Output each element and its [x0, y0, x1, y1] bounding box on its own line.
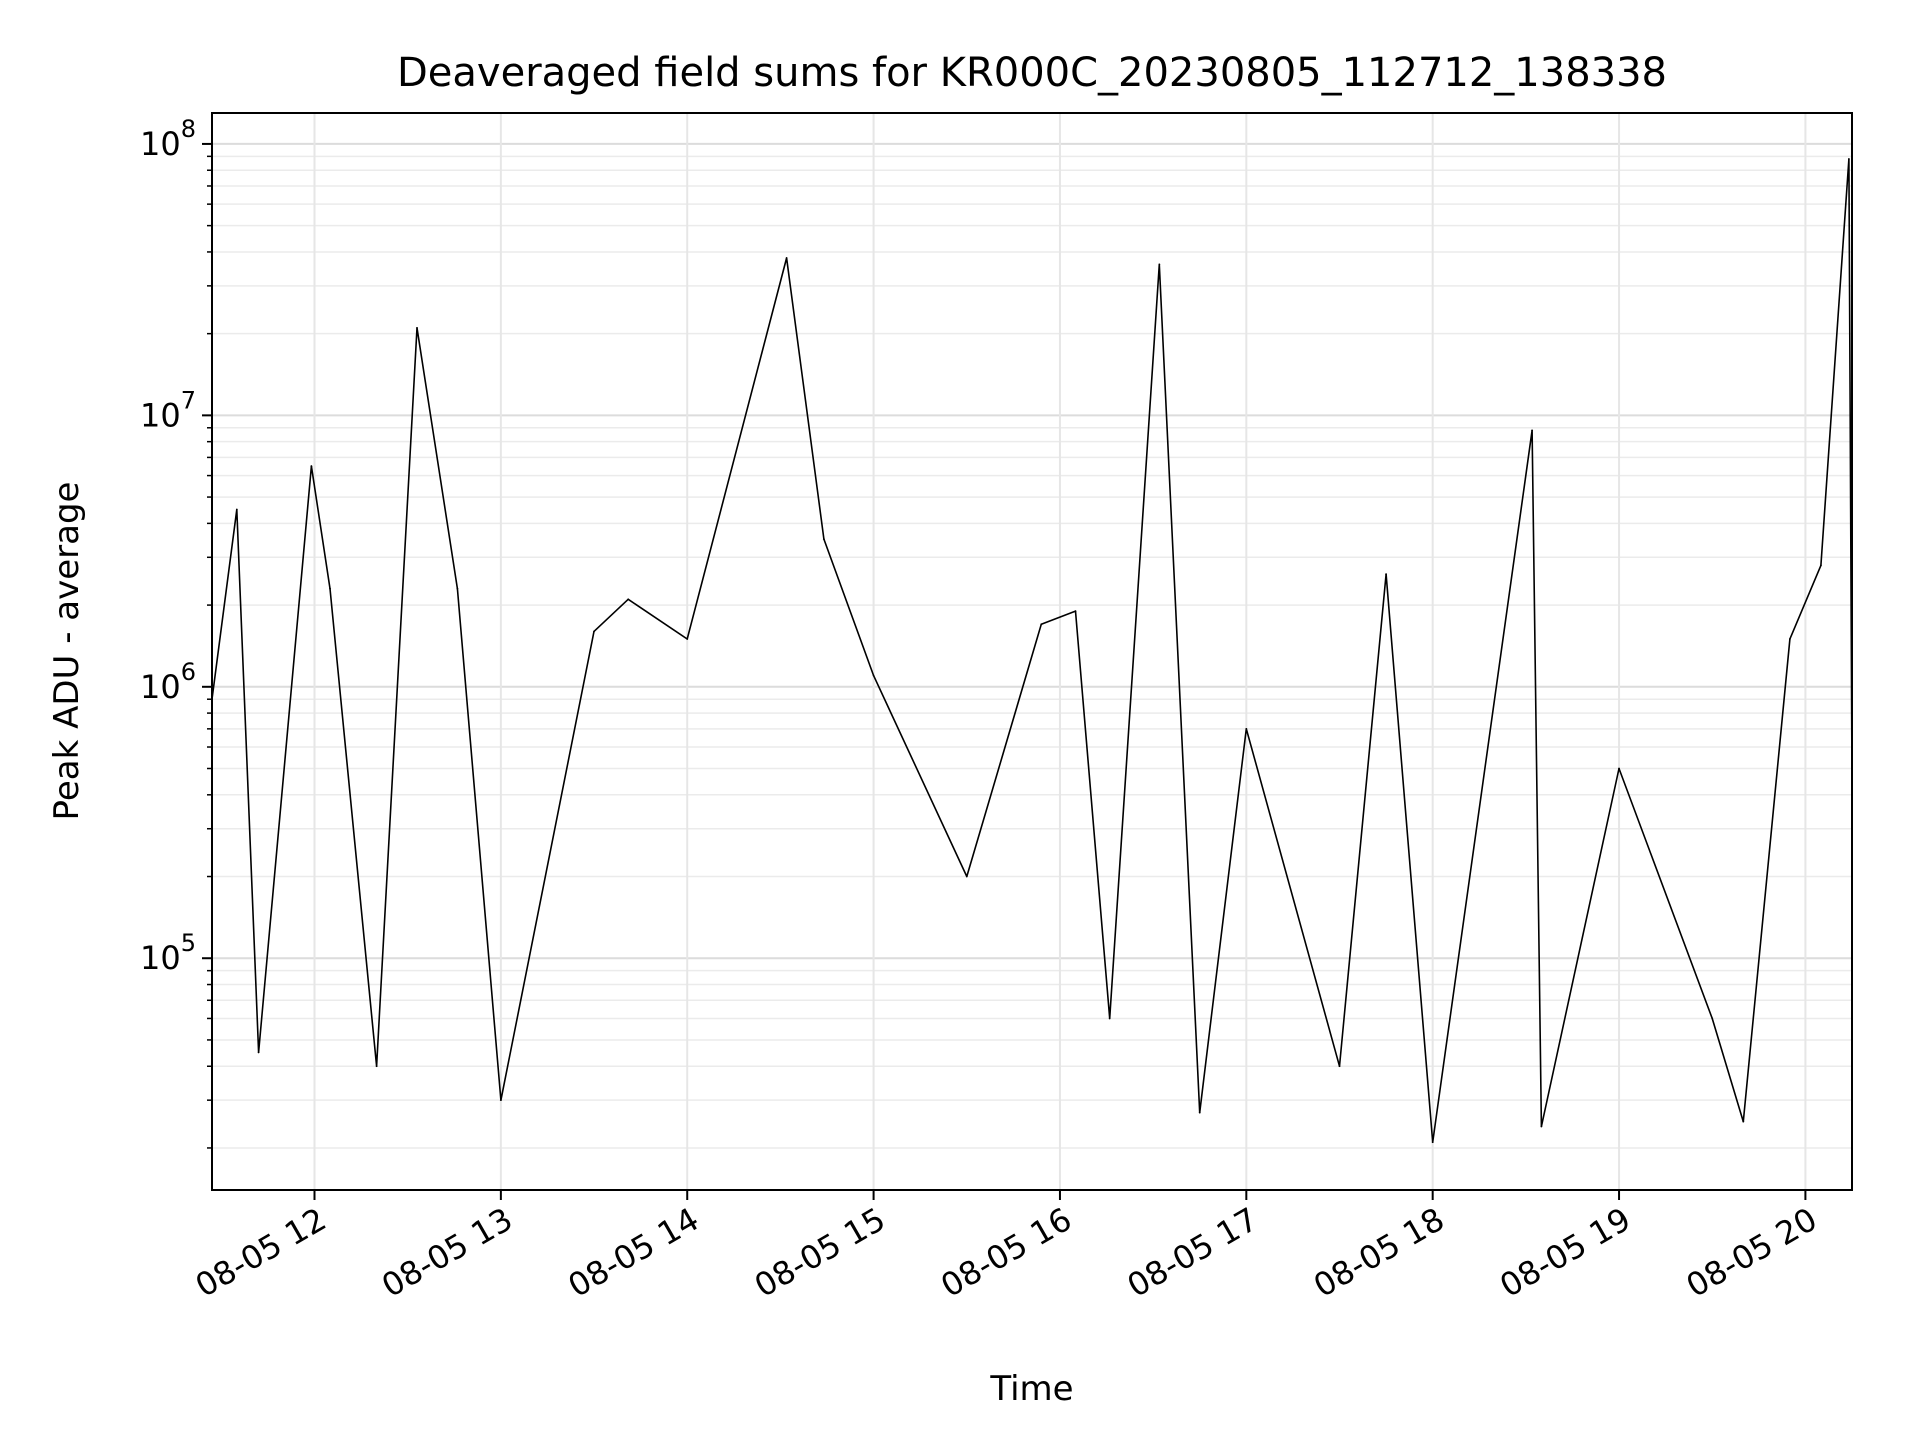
x-axis-label: Time [989, 1369, 1073, 1409]
data-point [1531, 429, 1533, 432]
data-point [686, 638, 689, 640]
y-axis-label: Peak ADU - average [47, 482, 87, 821]
series-line [211, 158, 1853, 1143]
data-point [822, 538, 825, 541]
data-point [1540, 1125, 1543, 1128]
data-point [1742, 1120, 1745, 1123]
data-point [1820, 564, 1822, 567]
data-point [1847, 158, 1850, 160]
grid [212, 113, 1852, 1190]
data-point [375, 1065, 378, 1068]
y-tick-label: 106 [140, 658, 196, 706]
data-point [310, 465, 313, 468]
data-point [1074, 610, 1077, 613]
data-point [872, 674, 875, 677]
data-point [235, 508, 238, 511]
data-point [1245, 727, 1248, 730]
data-point [456, 587, 459, 590]
data-point [1158, 263, 1161, 266]
data-point [1618, 767, 1620, 770]
data-point [1198, 1111, 1201, 1114]
data-point [593, 630, 595, 633]
data-point [1338, 1065, 1341, 1068]
data-point [1385, 573, 1387, 576]
data-point [1108, 1017, 1111, 1020]
data-point [257, 1051, 260, 1054]
y-axis: 105 106 107 108 [140, 115, 212, 1149]
data-point [785, 257, 788, 259]
plot-frame [211, 112, 1853, 1191]
y-tick-label: 108 [140, 115, 196, 163]
y-tick-label: 107 [140, 386, 196, 434]
data-point [1040, 623, 1043, 626]
data-point [499, 1099, 502, 1102]
data-point [416, 327, 418, 329]
data-point [1711, 1017, 1714, 1020]
data-point [965, 875, 968, 878]
data-point [1788, 638, 1791, 640]
data-point [627, 598, 630, 601]
y-tick-label: 105 [140, 929, 196, 977]
data-point [329, 587, 331, 590]
data-point [1431, 1141, 1434, 1144]
chart-title: Deaveraged field sums for KR000C_2023080… [397, 50, 1667, 96]
